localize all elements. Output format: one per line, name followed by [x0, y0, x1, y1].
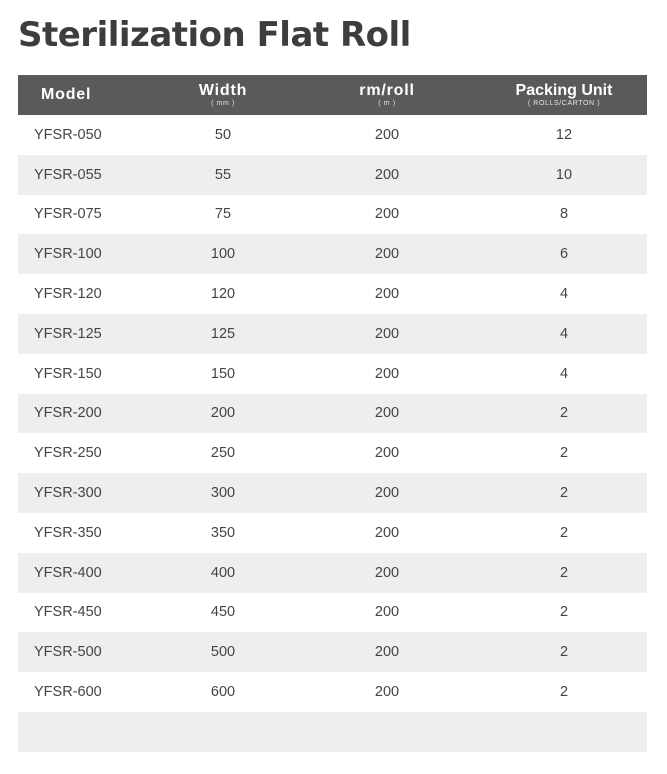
cell-packing-unit: 2: [559, 485, 569, 502]
cell-width: 125: [210, 325, 236, 342]
header-width-label: Width: [198, 82, 248, 99]
cell-rm-roll: 200: [374, 604, 400, 621]
cell-rm-roll: 200: [374, 405, 400, 422]
page-title: Sterilization Flat Roll: [18, 15, 411, 55]
table-row: YFSR-600 600 200 2: [18, 672, 647, 712]
header-rm-roll-label: rm/roll: [359, 82, 415, 99]
cell-model: YFSR-500: [34, 644, 102, 661]
cell-rm-roll: 200: [374, 445, 400, 462]
cell-model: YFSR-125: [34, 325, 102, 342]
header-packing-unit-label: Packing Unit: [515, 82, 613, 99]
cell-rm-roll: 200: [374, 644, 400, 661]
header-rm-roll-unit: ( m ): [378, 100, 396, 107]
cell-rm-roll: 200: [374, 166, 400, 183]
cell-width: 150: [210, 365, 236, 382]
cell-packing-unit: 2: [559, 524, 569, 541]
cell-packing-unit: 6: [559, 246, 569, 263]
cell-width: 350: [210, 524, 236, 541]
cell-width: 300: [210, 485, 236, 502]
cell-packing-unit: 4: [559, 286, 569, 303]
cell-model: YFSR-075: [34, 206, 102, 223]
cell-width: 600: [210, 684, 236, 701]
table-row: YFSR-055 55 200 10: [18, 154, 647, 195]
table-row: YFSR-125 125 200 4: [18, 313, 647, 354]
cell-rm-roll: 200: [374, 684, 400, 701]
cell-rm-roll: 200: [374, 524, 400, 541]
cell-model: YFSR-120: [34, 286, 102, 303]
cell-packing-unit: 2: [559, 684, 569, 701]
table-row: YFSR-100 100 200 6: [18, 234, 647, 275]
table-row: YFSR-250 250 200 2: [18, 433, 647, 473]
cell-model: YFSR-300: [34, 485, 102, 502]
cell-model: YFSR-600: [34, 684, 102, 701]
cell-model: YFSR-350: [34, 524, 102, 541]
cell-packing-unit: 12: [555, 126, 573, 143]
cell-model: YFSR-450: [34, 604, 102, 621]
table-row: YFSR-300 300 200 2: [18, 473, 647, 513]
cell-rm-roll: 200: [374, 485, 400, 502]
cell-model: YFSR-250: [34, 445, 102, 462]
cell-width: 500: [210, 644, 236, 661]
table-row: YFSR-350 350 200 2: [18, 513, 647, 553]
cell-width: 75: [214, 206, 232, 223]
header-model-label: Model: [41, 86, 92, 103]
table-row: YFSR-450 450 200 2: [18, 593, 647, 633]
header-rm-roll: rm/roll ( m ): [293, 82, 481, 108]
cell-rm-roll: 200: [374, 564, 400, 581]
cell-packing-unit: 4: [559, 325, 569, 342]
header-packing-unit-sub: ( ROLLS/CARTON ): [527, 100, 601, 107]
cell-width: 55: [214, 166, 232, 183]
table-row: YFSR-075 75 200 8: [18, 195, 647, 235]
cell-model: YFSR-150: [34, 365, 102, 382]
cell-model: YFSR-400: [34, 564, 102, 581]
cell-rm-roll: 200: [374, 126, 400, 143]
cell-packing-unit: 2: [559, 445, 569, 462]
cell-packing-unit: 2: [559, 644, 569, 661]
cell-model: YFSR-055: [34, 166, 102, 183]
spec-table: Model Width ( mm ) rm/roll ( m ) Packing…: [18, 75, 647, 752]
header-width-unit: ( mm ): [211, 100, 235, 107]
table-body: YFSR-050 50 200 12 YFSR-055 55 200 10 YFSR-075 75…: [18, 115, 647, 752]
cell-packing-unit: 2: [559, 604, 569, 621]
table-row: YFSR-050 50 200 12: [18, 115, 647, 155]
cell-rm-roll: 200: [374, 246, 400, 263]
table-header-row: Model Width ( mm ) rm/roll ( m ) Packing…: [18, 75, 647, 115]
cell-width: 100: [210, 246, 236, 263]
table-row: YFSR-200 200 200 2: [18, 393, 647, 434]
header-packing-unit: Packing Unit ( ROLLS/CARTON ): [481, 82, 647, 108]
cell-packing-unit: 2: [559, 405, 569, 422]
cell-model: YFSR-050: [34, 126, 102, 143]
cell-width: 200: [210, 405, 236, 422]
table-row-empty: [18, 711, 647, 752]
header-model: Model: [18, 86, 153, 104]
cell-rm-roll: 200: [374, 286, 400, 303]
cell-packing-unit: 10: [555, 166, 573, 183]
cell-model: YFSR-100: [34, 246, 102, 263]
cell-packing-unit: 8: [559, 206, 569, 223]
table-row: YFSR-400 400 200 2: [18, 552, 647, 593]
cell-packing-unit: 2: [559, 564, 569, 581]
cell-width: 250: [210, 445, 236, 462]
table-row: YFSR-120 120 200 4: [18, 274, 647, 314]
cell-rm-roll: 200: [374, 365, 400, 382]
cell-width: 400: [210, 564, 236, 581]
cell-rm-roll: 200: [374, 206, 400, 223]
header-width: Width ( mm ): [153, 82, 293, 108]
table-row: YFSR-500 500 200 2: [18, 632, 647, 673]
cell-width: 450: [210, 604, 236, 621]
cell-width: 50: [214, 126, 232, 143]
cell-packing-unit: 4: [559, 365, 569, 382]
table-row: YFSR-150 150 200 4: [18, 354, 647, 394]
cell-model: YFSR-200: [34, 405, 102, 422]
cell-width: 120: [210, 286, 236, 303]
cell-rm-roll: 200: [374, 325, 400, 342]
